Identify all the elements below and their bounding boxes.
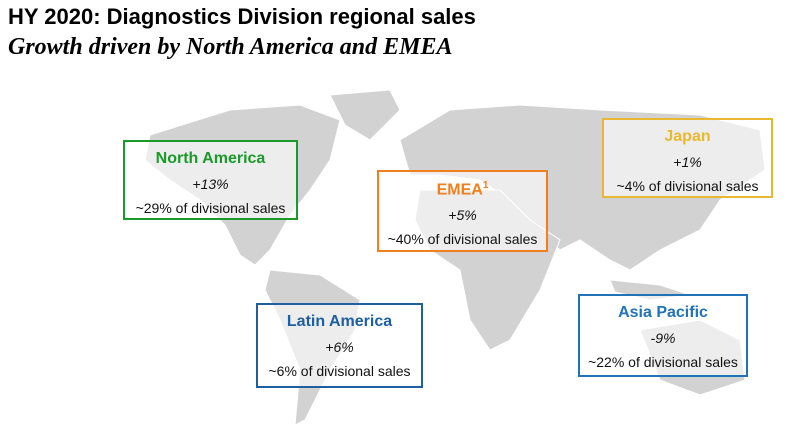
region-box: EMEA1 +5% ~40% of divisional sales [377, 170, 548, 252]
region-growth: -9% [650, 330, 676, 346]
region-name-text: North America [155, 150, 266, 167]
region-name: EMEA1 [379, 180, 546, 199]
region-name-text: Japan [664, 128, 711, 145]
region-name-text: Latin America [286, 313, 393, 330]
region-share: ~6% of divisional sales [268, 363, 411, 379]
region-name: Asia Pacific [580, 304, 746, 322]
region-growth: +1% [673, 154, 702, 170]
footnote-marker: 1 [482, 180, 489, 191]
region-share: ~40% of divisional sales [387, 231, 538, 248]
region-name: North America [125, 150, 296, 168]
region-box: Asia Pacific -9% ~22% of divisional sales [578, 294, 748, 377]
region-share: ~29% of divisional sales [135, 200, 286, 216]
region-name-text: Asia Pacific [618, 304, 708, 321]
region-box: North America +13% ~29% of divisional sale… [123, 140, 298, 220]
region-name: Latin America [258, 313, 421, 331]
title: HY 2020: Diagnostics Division regional s… [8, 4, 476, 29]
region-box: Japan +1% ~4% of divisional sales [602, 118, 773, 198]
subtitle: Growth driven by North America and EMEA [8, 34, 453, 60]
region-name-text: EMEA [436, 181, 483, 199]
region-growth: +6% [325, 339, 354, 355]
region-share: ~4% of divisional sales [616, 178, 759, 194]
region-box: Latin America +6% ~6% of divisional sales [256, 303, 423, 388]
region-growth: +13% [192, 176, 229, 192]
region-share: ~22% of divisional sales [588, 354, 738, 370]
region-growth: +5% [448, 207, 477, 224]
greenland-shape [329, 89, 401, 141]
region-name: Japan [604, 128, 771, 146]
